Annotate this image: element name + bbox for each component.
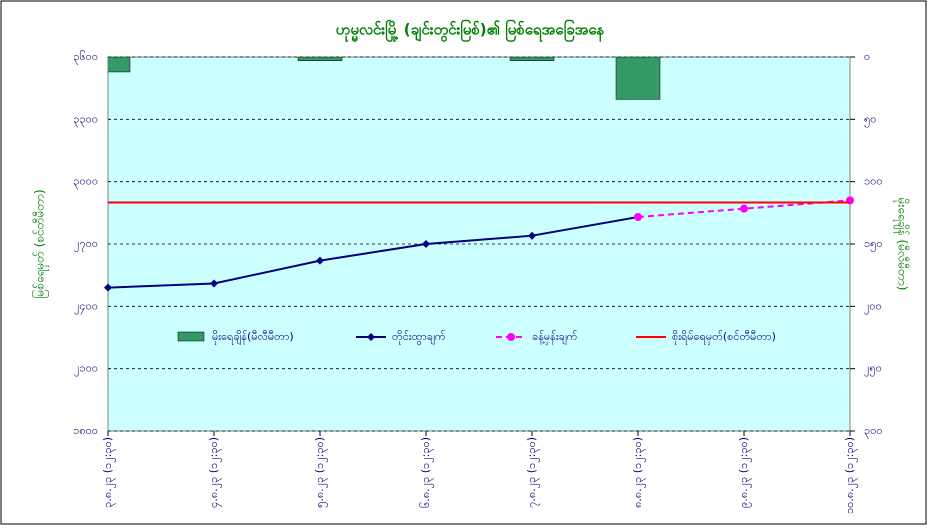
- y-tick-label: ၁၈၀၀: [73, 424, 98, 437]
- y2-tick-label: ၂၀၀: [864, 299, 882, 314]
- legend-swatch: [177, 331, 205, 342]
- y-axis-label: မြစ်ရေမှတ် (စင်တီမီတာ): [31, 189, 50, 298]
- x-tick-label: ၄.၈.၂၃ (၁၂:၃၀): [207, 437, 222, 508]
- line: [637, 199, 850, 218]
- marker: [422, 240, 430, 248]
- y-tick-label: ၃၆၀၀: [73, 50, 98, 65]
- y2-axis-label: မိုးရေချိန် (မီလီမီတာ): [893, 198, 911, 291]
- legend-label: တိုင်းထွာချက်: [392, 330, 446, 345]
- y2-tick-label: ၂၅၀: [864, 362, 882, 377]
- bar: [509, 57, 555, 61]
- y2-tick-label: ၅၀: [864, 112, 876, 127]
- y-tick-label: ၃၀၀၀: [73, 175, 98, 190]
- bar: [297, 57, 343, 61]
- y2-tick-label: ၁၀၀: [864, 175, 883, 188]
- x-tick-label: ၇.၈.၂၃ (၁၂:၃၀): [525, 437, 540, 508]
- y-tick-label: ၂၄၀၀: [74, 299, 98, 314]
- legend-label: စိုးရိမ်ရေမှတ်(စင်တီမီတာ): [672, 330, 776, 345]
- x-tick-label: ၃.၈.၂၃ (၁၂:၃၀): [101, 437, 116, 508]
- x-tick-label: ၈.၈.၂၃ (၁၂:၃၀): [631, 437, 646, 508]
- legend-label: ခန့်မှန်းချက်: [532, 330, 578, 345]
- y2-tick-label: ၀: [864, 50, 870, 63]
- y-tick-label: ၃၃၀၀: [73, 112, 98, 127]
- legend-marker: [367, 333, 375, 341]
- y-tick-label: ၂၁၀၀: [74, 362, 98, 377]
- bar: [615, 57, 661, 100]
- line: [108, 216, 639, 289]
- marker: [104, 283, 112, 292]
- marker: [634, 212, 642, 221]
- x-tick-label: ၅.၈.၂၃ (၁၂:၃၀): [313, 437, 328, 508]
- marker: [528, 231, 536, 240]
- legend-label: မိုးရေချိန်(မီလီမီတာ): [212, 330, 294, 345]
- bar: [108, 57, 131, 73]
- plot-content: [108, 57, 850, 289]
- x-tick-label: ၆.၈.၂၃ (၁၂:၃၀): [419, 437, 434, 508]
- y-tick-label: ၂၇၀၀: [74, 237, 98, 252]
- y2-tick-label: ၃၀၀: [864, 424, 883, 439]
- marker: [740, 204, 748, 213]
- legend-marker: [507, 333, 515, 341]
- marker: [210, 279, 218, 288]
- x-tick-label: ၉.၈.၂၃ (၁၂:၃၀): [737, 437, 752, 508]
- x-tick-label: ၁၀.၈.၂၃ (၁၂:၃၀): [843, 437, 858, 514]
- y2-tick-label: ၁၅၀: [864, 237, 883, 252]
- marker: [316, 256, 324, 265]
